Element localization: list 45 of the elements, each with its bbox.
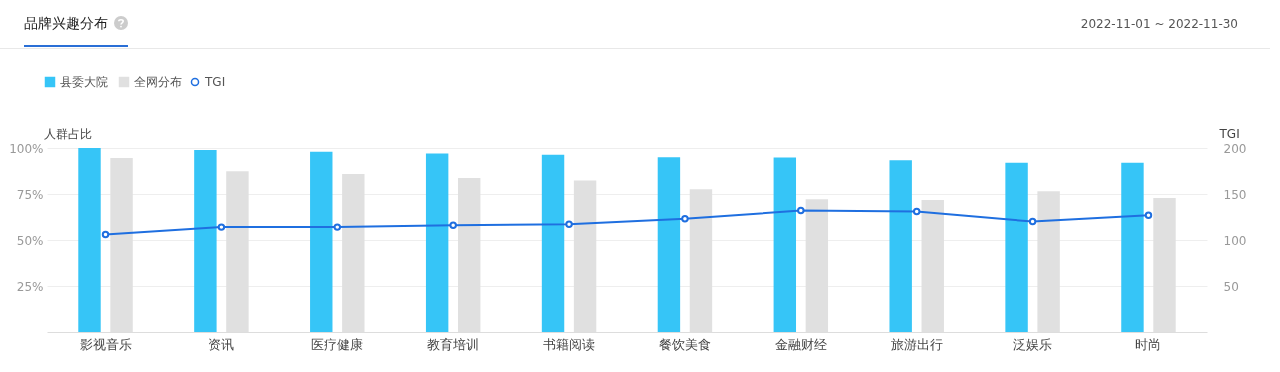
y2-tick-label: 50: [1223, 279, 1239, 294]
point: [681, 215, 689, 223]
bar: [194, 150, 217, 332]
bar: [657, 157, 681, 332]
y2-tick-label: 150: [1223, 187, 1247, 202]
bar: [1121, 162, 1144, 332]
x-tick-label: 旅游出行: [890, 336, 943, 352]
point: [101, 230, 110, 239]
y2-tick-label: 100: [1223, 233, 1247, 248]
bar: [78, 148, 101, 332]
chart-subtitle: 2022-11-01 ~ 2022-11-30: [1080, 17, 1238, 31]
chart-title: 品牌兴趣分布: [24, 15, 108, 31]
bar: [1005, 162, 1028, 332]
bar: [541, 154, 565, 332]
x-tick-label: 书籍阅读: [543, 336, 596, 352]
point: [1028, 217, 1037, 226]
bar: [889, 160, 912, 332]
y-axis-title: 人群占比: [43, 126, 92, 141]
x-tick-label: 金融财经: [774, 336, 827, 352]
point: [912, 207, 921, 216]
legend-label: 县委大院: [60, 75, 108, 89]
y-tick-label: 75%: [16, 187, 44, 202]
x-tick-label: 资讯: [208, 336, 235, 352]
y-tick-label: 50%: [16, 233, 44, 248]
x-tick-label: 医疗健康: [311, 336, 364, 352]
point: [217, 223, 226, 231]
y2-tick-label: 200: [1223, 141, 1247, 156]
y-tick-label: 25%: [16, 279, 44, 294]
x-tick-label: 泛娱乐: [1013, 336, 1053, 352]
y-tick-label: 100%: [9, 141, 44, 156]
x-tick-label: 餐饮美食: [658, 336, 711, 352]
y2-axis-title: TGI: [1218, 126, 1240, 141]
bar: [425, 153, 449, 332]
point: [565, 220, 573, 229]
legend-label: 全网分布: [134, 75, 182, 89]
bar: [310, 151, 333, 332]
x-tick-label: 教育培训: [427, 336, 480, 352]
bar: [773, 157, 797, 332]
point: [449, 221, 457, 230]
point: [1144, 211, 1153, 219]
point: [333, 223, 342, 231]
legend-label: TGI: [204, 75, 226, 89]
x-tick-label: 影视音乐: [79, 336, 132, 352]
x-tick-label: 时尚: [1135, 336, 1162, 352]
point: [797, 206, 805, 215]
